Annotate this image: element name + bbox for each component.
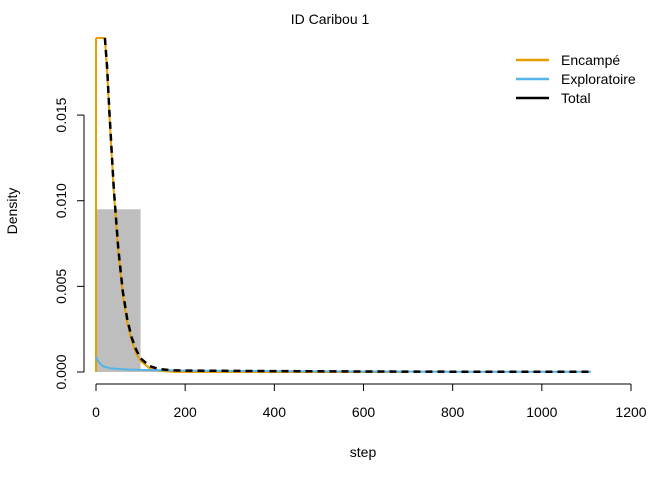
legend-label-exploratoire: Exploratoire [561,71,636,87]
y-tick-label: 0.005 [53,269,69,304]
series-line-2 [103,37,591,374]
density-curves [95,37,591,374]
y-tick-label: 0.015 [53,97,69,132]
y-tick-label: 0.010 [53,183,69,218]
histogram-bars [96,209,409,372]
y-axis-label: Density [4,188,20,235]
x-tick-label: 1200 [615,404,646,420]
y-axis: 0.000 0.005 0.010 0.015 [53,97,85,390]
series-line-1 [95,356,591,373]
y-tick-label: 0.000 [53,354,69,389]
x-tick-label: 200 [173,404,197,420]
x-tick-label: 800 [441,404,465,420]
x-tick-label: 1000 [526,404,557,420]
legend-label-total: Total [561,90,591,106]
x-axis-label: step [350,444,377,460]
legend-label-encampe: Encampé [561,52,620,68]
x-tick-label: 600 [352,404,376,420]
x-tick-label: 0 [92,404,100,420]
chart-title: ID Caribou 1 [291,11,370,27]
series-line-0 [96,37,409,373]
x-tick-label: 400 [263,404,287,420]
legend: Encampé Exploratoire Total [516,52,636,106]
x-axis: 0 200 400 600 800 1000 1200 [92,383,647,420]
